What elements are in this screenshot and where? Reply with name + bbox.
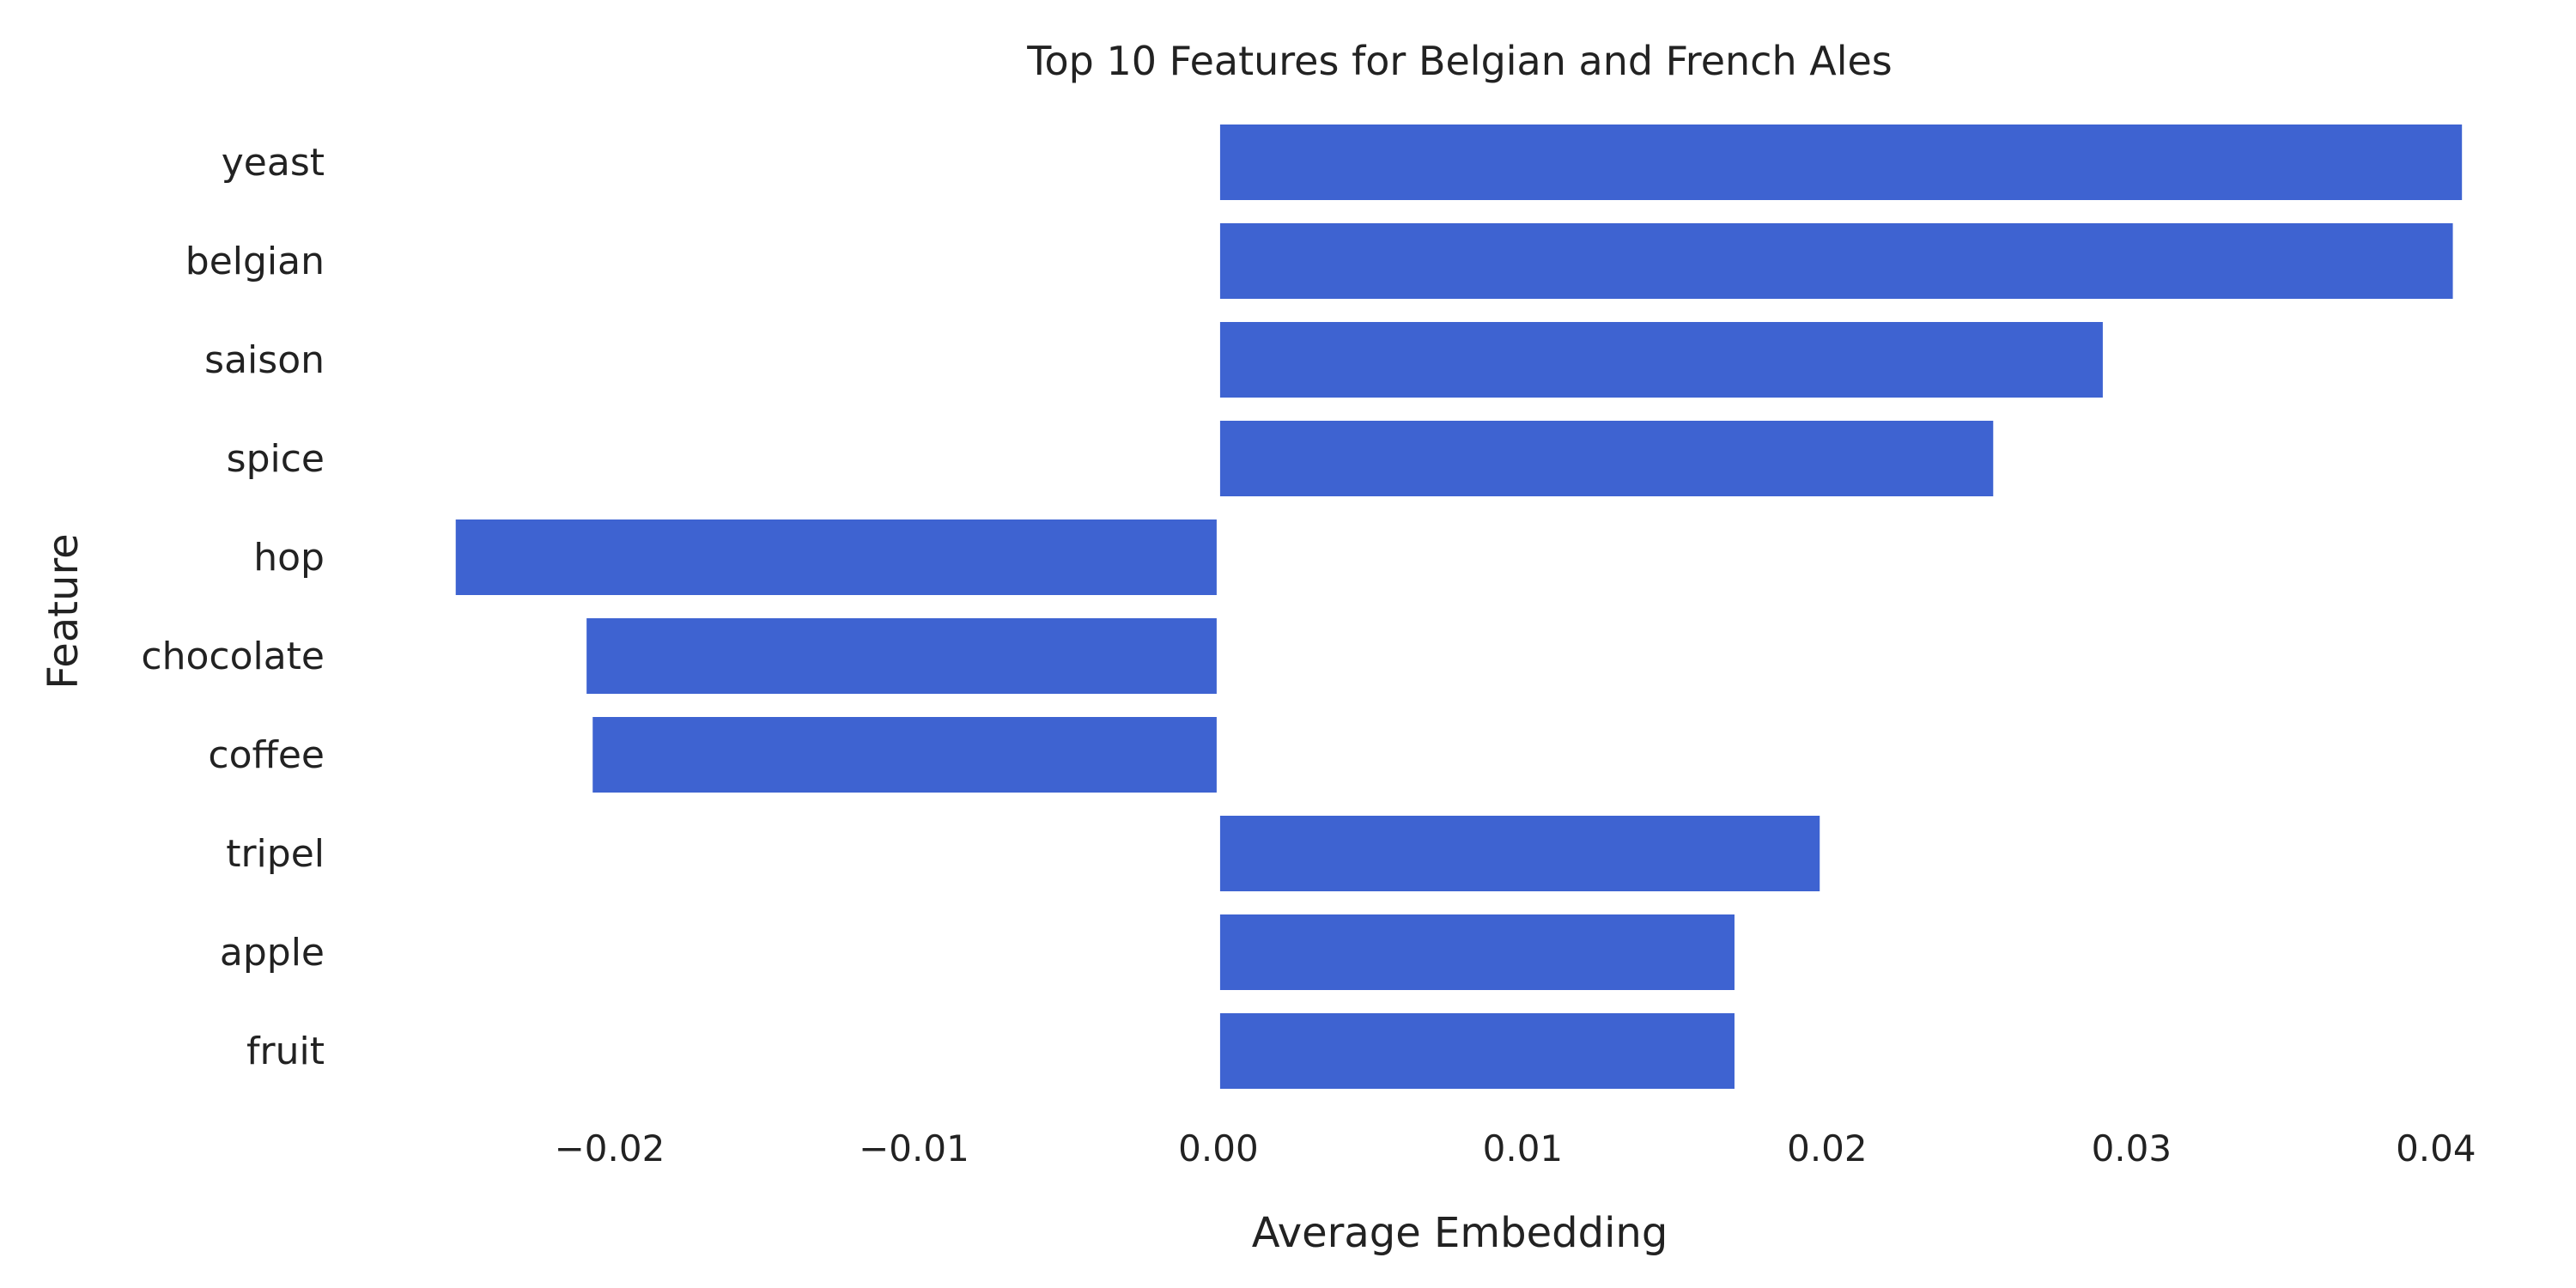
bar-yeast	[1219, 125, 2463, 200]
x-tick-labels: −0.02 −0.01 0.00 0.01 0.02 0.03 0.04	[555, 1127, 2476, 1170]
chart-title: Top 10 Features for Belgian and French A…	[1026, 38, 1893, 84]
category-label-hop: hop	[253, 536, 325, 580]
x-tick-label: 0.00	[1178, 1127, 1259, 1170]
bar-tripel	[1219, 816, 1820, 891]
bars-group	[455, 125, 2463, 1089]
category-label-coffee: coffee	[208, 733, 325, 777]
x-tick-label: 0.02	[1787, 1127, 1868, 1170]
x-tick-label: 0.03	[2092, 1127, 2172, 1170]
y-axis-title: Feature	[39, 533, 88, 689]
category-label-yeast: yeast	[222, 141, 325, 185]
x-tick-label: −0.01	[859, 1127, 969, 1170]
bar-apple	[1219, 914, 1735, 990]
bar-saison	[1219, 322, 2103, 398]
bar-fruit	[1219, 1013, 1735, 1089]
bar-chocolate	[586, 618, 1217, 694]
bar-coffee	[592, 717, 1217, 793]
x-tick-label: −0.02	[555, 1127, 665, 1170]
category-label-saison: saison	[204, 338, 325, 382]
bar-hop	[455, 519, 1217, 595]
x-tick-label: 0.01	[1483, 1127, 1564, 1170]
category-label-belgian: belgian	[185, 240, 325, 283]
category-label-fruit: fruit	[246, 1030, 325, 1073]
bar-spice	[1219, 421, 1994, 496]
category-label-tripel: tripel	[226, 832, 325, 876]
bar-belgian	[1219, 223, 2453, 299]
category-label-chocolate: chocolate	[141, 635, 325, 678]
category-label-spice: spice	[227, 437, 325, 481]
category-labels: yeast belgian saison spice hop chocolate coffe…	[141, 141, 325, 1073]
x-tick-label: 0.04	[2396, 1127, 2476, 1170]
x-axis-title: Average Embedding	[1252, 1209, 1668, 1257]
category-label-apple: apple	[220, 931, 325, 975]
